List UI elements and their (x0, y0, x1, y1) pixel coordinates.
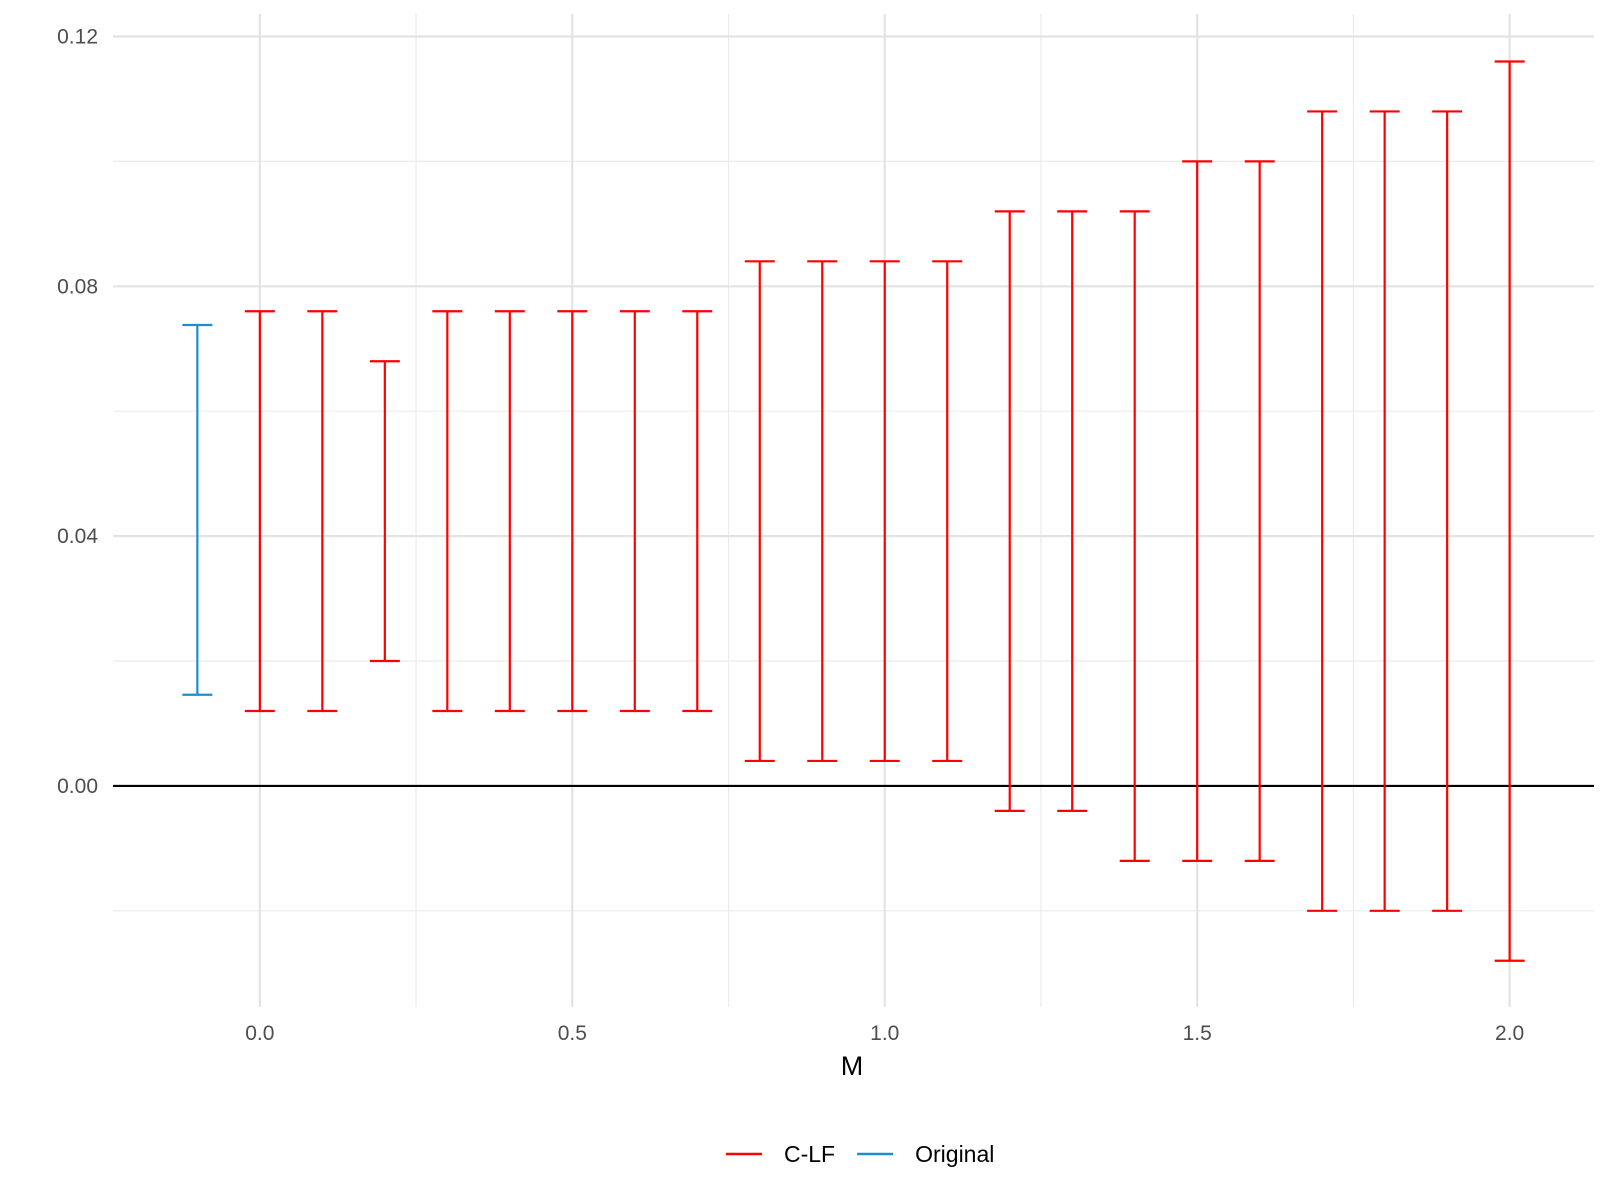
errorbar-c-lf (432, 310, 463, 713)
y-tick-label: 0.12 (57, 25, 98, 48)
errorbar-c-lf (494, 310, 525, 713)
errorbar-c-lf (682, 310, 713, 713)
errorbar-c-lf (1369, 110, 1400, 912)
errorbar-c-lf (557, 310, 588, 713)
x-tick-label: 0.0 (245, 1022, 274, 1045)
minor-gridlines (113, 14, 1594, 1007)
errorbar-c-lf (244, 310, 275, 713)
x-axis-title: M (841, 1051, 864, 1081)
errorbar-c-lf (307, 310, 338, 713)
errorbar-c-lf (1307, 110, 1338, 912)
errorbar-c-lf (1057, 210, 1088, 812)
x-tick-label: 1.0 (870, 1022, 899, 1045)
legend: C-LF Original (726, 1141, 994, 1167)
x-tick-label: 1.5 (1183, 1022, 1212, 1045)
y-tick-label: 0.08 (57, 275, 98, 298)
x-axis-tick-labels: 0.0 0.5 1.0 1.5 2.0 (245, 1022, 1524, 1045)
major-gridlines (113, 14, 1594, 1007)
y-tick-label: 0.00 (57, 775, 98, 798)
errorbar-c-lf (994, 210, 1025, 812)
errorbar-c-lf (619, 310, 650, 713)
errorbar-c-lf (1182, 160, 1213, 862)
errorbar-c-lf (1494, 60, 1525, 962)
errorbar-c-lf (744, 260, 775, 763)
y-tick-label: 0.04 (57, 525, 98, 548)
x-tick-label: 0.5 (558, 1022, 587, 1045)
legend-item-original: Original (857, 1141, 994, 1167)
errorbar-c-lf (1119, 210, 1150, 862)
errorbar-c-lf (1432, 110, 1463, 912)
errorbar-c-lf (807, 260, 838, 763)
legend-label: Original (915, 1141, 994, 1167)
legend-item-c-lf: C-LF (726, 1141, 835, 1167)
error-bars (182, 60, 1525, 962)
errorbar-original (182, 323, 213, 696)
legend-label: C-LF (784, 1141, 835, 1167)
errorbar-c-lf (869, 260, 900, 763)
errorbar-c-lf (369, 360, 400, 663)
x-tick-label: 2.0 (1495, 1022, 1524, 1045)
y-axis-tick-labels: 0.00 0.04 0.08 0.12 (57, 25, 98, 797)
errorbar-c-lf (1244, 160, 1275, 862)
errorbar-c-lf (932, 260, 963, 763)
